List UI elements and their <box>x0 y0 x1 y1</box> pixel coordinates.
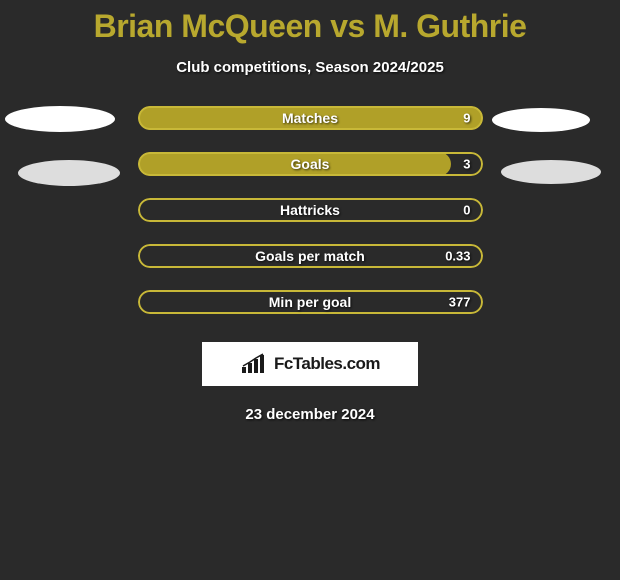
date-label: 23 december 2024 <box>0 406 620 423</box>
stat-label: Hattricks <box>280 202 340 218</box>
stat-value: 3 <box>463 157 470 172</box>
stat-label: Goals <box>291 156 330 172</box>
comparison-widget: Brian McQueen vs M. Guthrie Club competi… <box>0 0 620 423</box>
stat-value: 9 <box>463 111 470 126</box>
player-left-ellipse-1 <box>5 106 115 132</box>
stat-value: 377 <box>449 295 471 310</box>
stat-bar: Goals per match 0.33 <box>138 244 483 268</box>
subtitle: Club competitions, Season 2024/2025 <box>0 59 620 76</box>
page-title: Brian McQueen vs M. Guthrie <box>0 8 620 45</box>
brand-label: FcTables.com <box>274 354 380 374</box>
stat-bar: Goals 3 <box>138 152 483 176</box>
stat-label: Goals per match <box>255 248 365 264</box>
stat-bar: Hattricks 0 <box>138 198 483 222</box>
player-right-ellipse-1 <box>492 108 590 132</box>
stat-bars: Matches 9 Goals 3 Hattricks 0 Goals per match 0… <box>138 106 483 314</box>
stat-label: Min per goal <box>269 294 351 310</box>
brand-chart-icon <box>240 353 268 375</box>
stat-value: 0 <box>463 203 470 218</box>
stat-bar: Matches 9 <box>138 106 483 130</box>
player-right-ellipse-2 <box>501 160 601 184</box>
stat-value: 0.33 <box>445 249 470 264</box>
stats-area: Matches 9 Goals 3 Hattricks 0 Goals per match 0… <box>0 106 620 314</box>
stat-label: Matches <box>282 110 338 126</box>
stat-bar: Min per goal 377 <box>138 290 483 314</box>
brand-box[interactable]: FcTables.com <box>202 342 418 386</box>
player-left-ellipse-2 <box>18 160 120 186</box>
